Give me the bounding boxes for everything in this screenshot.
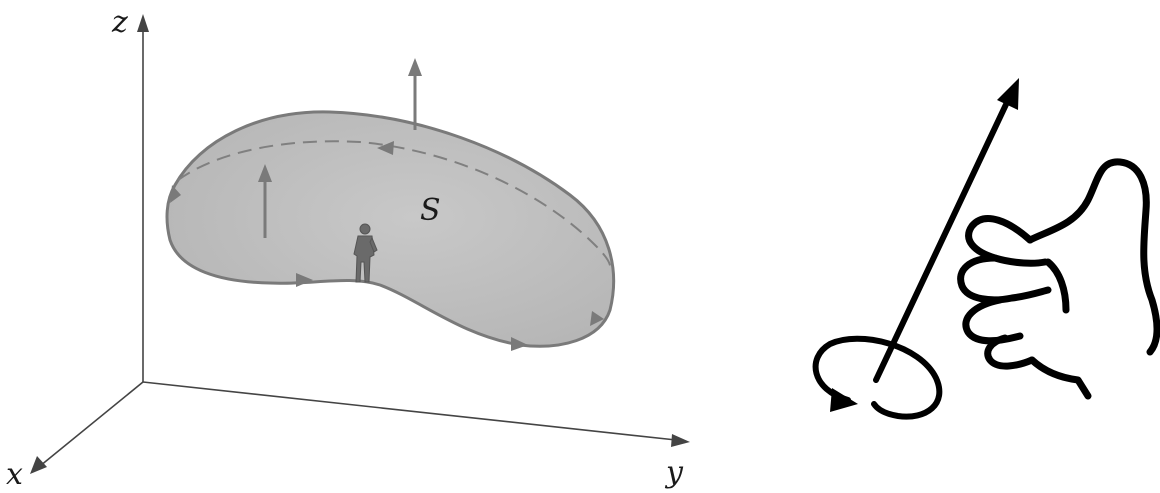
right-hand-thumb-icon <box>957 158 1160 400</box>
normal-vector-top-head <box>408 58 422 76</box>
x-axis <box>39 381 144 467</box>
surface-label: S <box>420 193 441 228</box>
boundary-arrow <box>170 185 181 203</box>
normal-vector-left-head <box>258 164 272 182</box>
surface-s <box>165 110 616 348</box>
y-axis <box>142 381 677 441</box>
right-hand-rule <box>812 78 1160 420</box>
x-axis-label: x <box>6 457 23 492</box>
thumb-direction-arrowhead <box>997 78 1019 110</box>
z-axis-arrowhead <box>137 14 149 32</box>
x-axis-arrowhead <box>30 456 47 474</box>
y-axis-label: y <box>664 455 684 490</box>
z-axis-label: z <box>111 5 128 40</box>
normal-vectors <box>258 58 422 238</box>
boundary-orientation-arrows <box>170 141 604 351</box>
boundary-arrow <box>377 141 394 155</box>
y-axis-arrowhead <box>671 434 690 447</box>
boundary-arrow <box>296 273 313 287</box>
rotation-arrowhead <box>830 388 858 412</box>
walking-person-icon <box>353 223 378 283</box>
boundary-arrow <box>590 311 604 326</box>
surface-hidden-edge <box>177 140 612 273</box>
circular-rotation-arrow-icon <box>812 335 943 420</box>
thumb-direction-arrow <box>873 93 1013 383</box>
boundary-arrow <box>511 337 528 351</box>
coordinate-axes <box>30 14 690 474</box>
